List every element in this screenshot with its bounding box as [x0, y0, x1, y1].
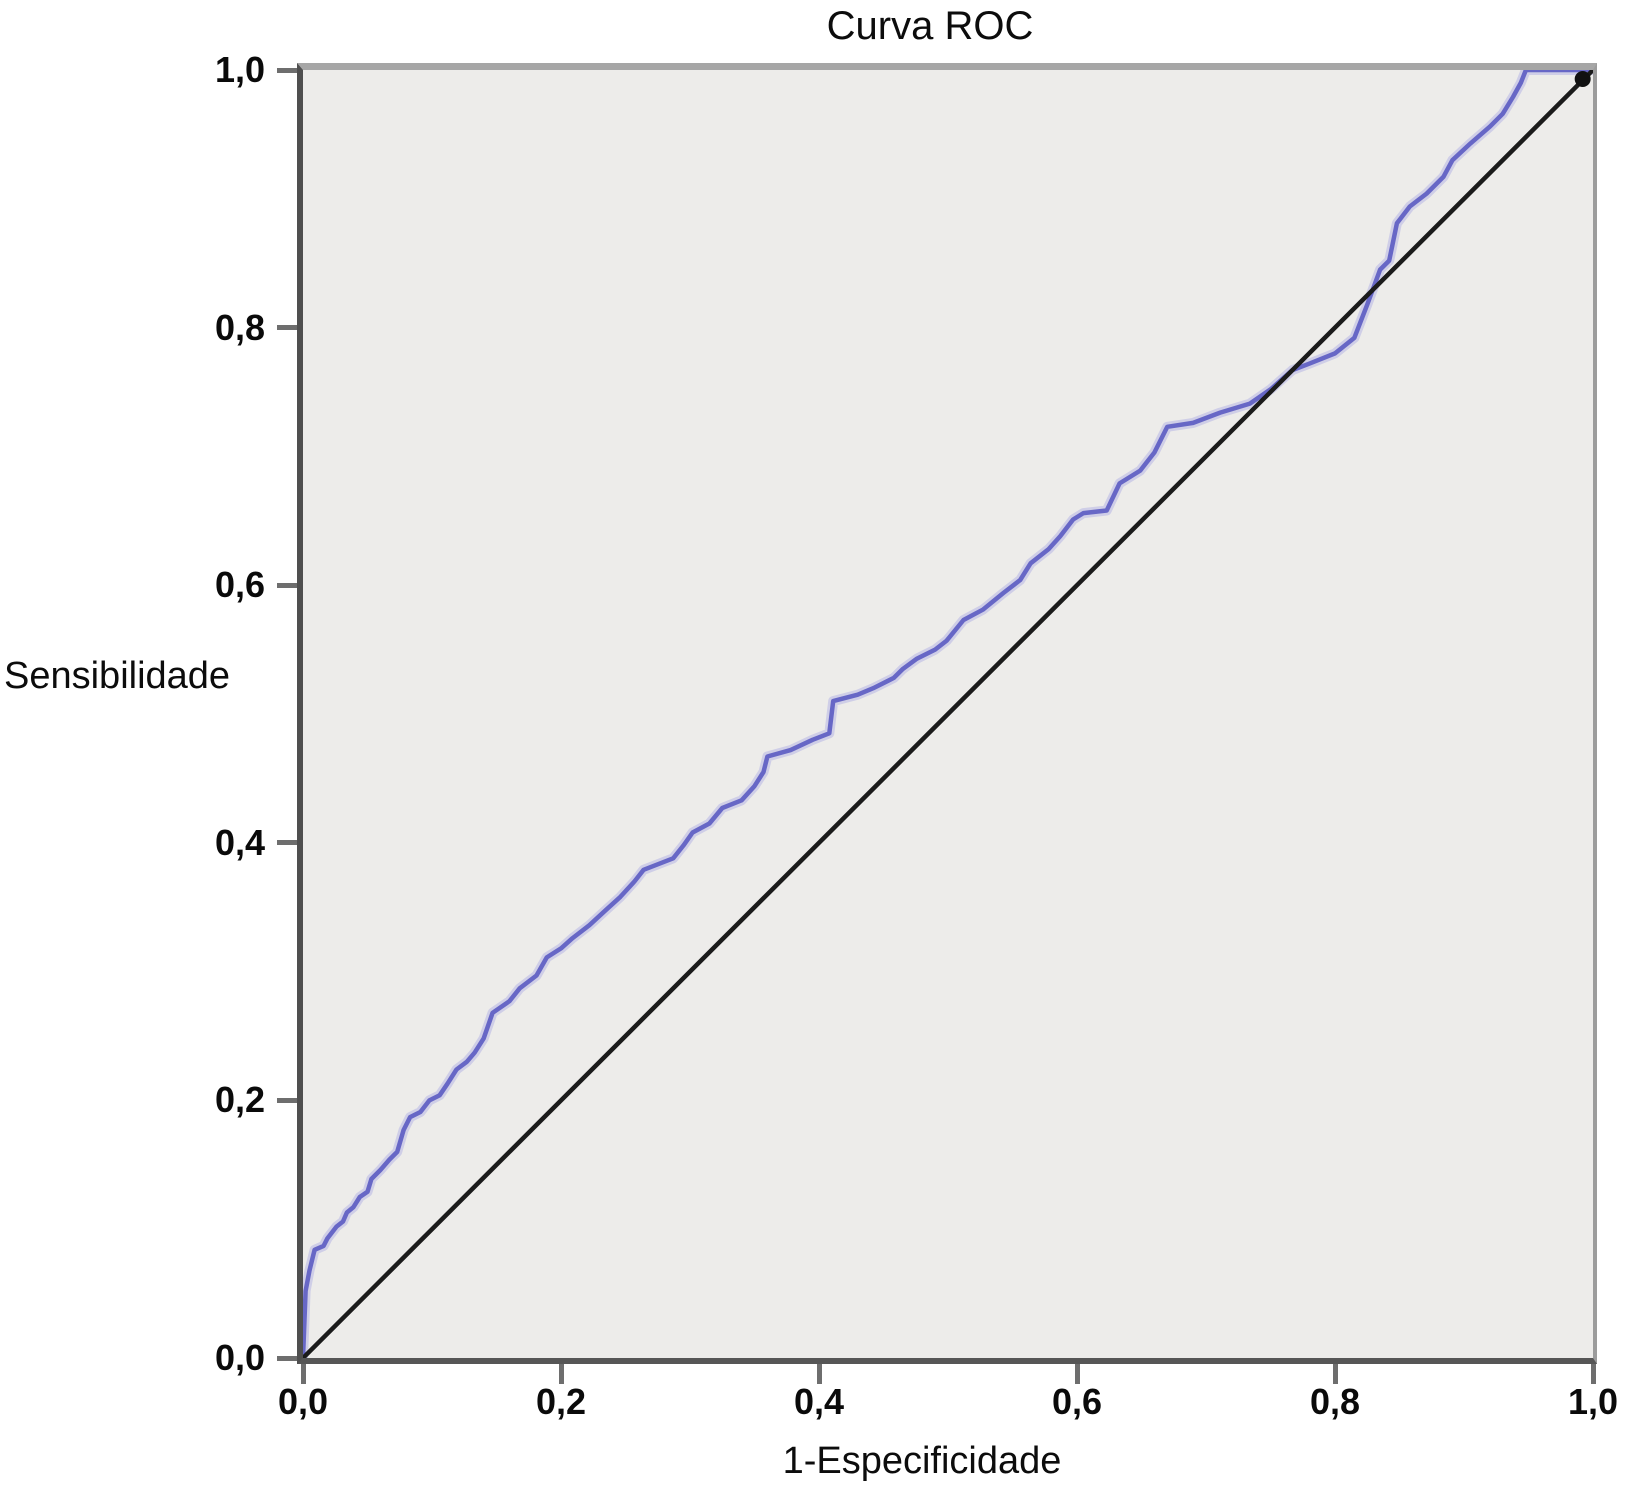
x-tick-label: 0,4 [793, 1381, 845, 1422]
y-tick-label: 0,2 [214, 1079, 265, 1121]
x-tick-mark [300, 1364, 306, 1384]
x-tick-mark [816, 1364, 822, 1384]
curve-end-marker [1574, 71, 1591, 88]
x-tick-mark [1074, 1364, 1080, 1384]
plot-area [297, 63, 1597, 1364]
y-tick-label: 1,0 [214, 49, 265, 90]
y-tick-mark [277, 1097, 297, 1103]
plot-canvas [303, 70, 1593, 1358]
y-tick-mark [277, 1355, 297, 1361]
y-tick-label: 0,6 [214, 564, 265, 606]
x-tick-label: 0,2 [535, 1381, 587, 1422]
y-tick-label: 0,8 [214, 306, 265, 348]
y-tick-mark [277, 840, 297, 846]
chart-title: Curva ROC [826, 4, 1034, 48]
x-tick-mark [1332, 1364, 1338, 1384]
x-tick-label: 1,0 [1567, 1381, 1619, 1422]
x-tick-mark [558, 1364, 564, 1384]
x-tick-label: 0,6 [1051, 1381, 1103, 1422]
y-tick-mark [277, 582, 297, 588]
x-tick-label: 0,0 [277, 1381, 329, 1422]
x-tick-label: 0,8 [1309, 1381, 1361, 1422]
y-tick-label: 0,0 [214, 1337, 265, 1378]
roc-curve-line [303, 70, 1593, 1358]
x-tick-mark [1590, 1364, 1596, 1384]
y-tick-mark [277, 325, 297, 331]
x-axis-label: 1-Especificidade [782, 1440, 1062, 1482]
y-tick-mark [277, 67, 297, 73]
y-tick-label: 0,4 [214, 821, 265, 863]
y-axis-label: Sensibilidade [4, 655, 231, 697]
reference-diagonal-line [303, 70, 1593, 1358]
